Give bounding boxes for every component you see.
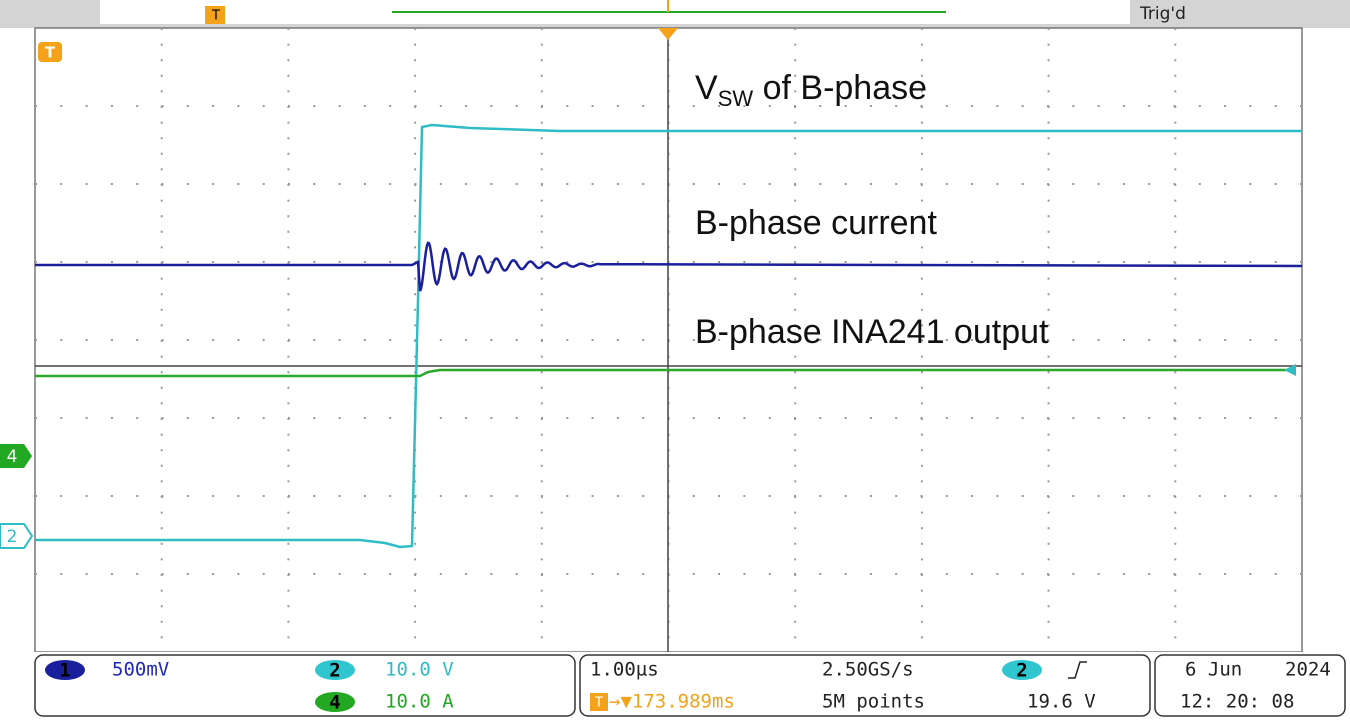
sample-rate: 2.50GS/s — [822, 659, 914, 681]
ch4-scale: 10.0 A — [385, 691, 454, 713]
record-marker-badge — [205, 6, 225, 24]
time: 12: 20: 08 — [1180, 691, 1294, 713]
trigger-source: 2 — [1016, 660, 1027, 682]
date: 6 Jun — [1185, 659, 1242, 681]
record-marker: T — [211, 9, 220, 24]
trigger-level: 19.6 V — [1027, 691, 1096, 713]
trigger-position-arrow — [658, 28, 678, 40]
year: 2024 — [1285, 659, 1331, 681]
ch1-scale: 500mV — [112, 659, 169, 681]
date-box — [1154, 654, 1346, 717]
trigger-icon-badge — [590, 693, 608, 711]
record-length: 5M points — [822, 691, 925, 713]
annotation-vsw: VSW of B-phase — [695, 69, 927, 111]
annotation-rest: of B-phase — [753, 69, 927, 107]
ch4-marker-badge — [0, 444, 32, 468]
trace-ch2 — [35, 123, 1302, 549]
ch2-id: 2 — [329, 660, 340, 682]
time-scale: 1.00µs — [590, 659, 659, 681]
trigger-source-badge — [1002, 660, 1042, 680]
trigger-marker-badge — [38, 42, 62, 62]
trigger-marker: T — [45, 44, 56, 62]
trigger-status: Trig'd — [1139, 4, 1186, 24]
annotation-current: B-phase current — [695, 204, 937, 242]
trace-ch4 — [35, 368, 1290, 378]
trigger-level-arrow — [1284, 364, 1296, 376]
ch2-scale: 10.0 V — [385, 659, 454, 681]
ch1-badge — [45, 660, 85, 680]
ch4-marker: 4 — [7, 447, 18, 467]
ch1-id: 1 — [59, 660, 70, 682]
trigger-position: →▼173.989ms — [609, 691, 735, 713]
trace-ch1 — [35, 241, 1303, 292]
rising-edge-icon — [1068, 661, 1087, 679]
channel-box — [34, 654, 576, 717]
ch2-marker-badge — [0, 523, 34, 549]
ch4-badge — [315, 692, 355, 712]
annotation-sub: SW — [718, 86, 754, 111]
ch2-marker: 2 — [7, 527, 18, 547]
ch4-id: 4 — [329, 692, 340, 714]
annotation-main: V — [695, 69, 718, 107]
ch2-badge — [315, 660, 355, 680]
annotation-ina241: B-phase INA241 output — [695, 313, 1049, 351]
trigger-icon: T — [594, 696, 603, 711]
